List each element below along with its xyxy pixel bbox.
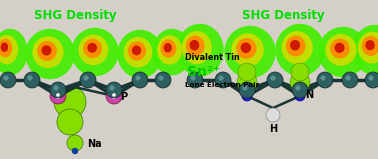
- Circle shape: [57, 109, 83, 135]
- Ellipse shape: [158, 36, 181, 64]
- Circle shape: [239, 82, 255, 98]
- Circle shape: [136, 76, 140, 80]
- Circle shape: [292, 82, 308, 98]
- Circle shape: [321, 76, 325, 80]
- Circle shape: [215, 72, 231, 88]
- Circle shape: [106, 88, 122, 104]
- Circle shape: [50, 88, 66, 104]
- Ellipse shape: [353, 25, 378, 75]
- Ellipse shape: [319, 28, 367, 76]
- Ellipse shape: [326, 35, 356, 65]
- Circle shape: [72, 148, 78, 154]
- Circle shape: [132, 72, 148, 88]
- Circle shape: [317, 72, 333, 88]
- Ellipse shape: [0, 30, 27, 75]
- Circle shape: [271, 76, 275, 80]
- Text: N: N: [305, 90, 313, 100]
- Circle shape: [84, 76, 88, 80]
- Ellipse shape: [359, 32, 378, 63]
- Ellipse shape: [331, 39, 349, 58]
- Ellipse shape: [88, 44, 96, 52]
- Ellipse shape: [42, 46, 51, 55]
- Circle shape: [55, 93, 61, 99]
- Ellipse shape: [186, 36, 204, 56]
- Ellipse shape: [183, 32, 211, 63]
- Text: SHG Density: SHG Density: [242, 9, 324, 22]
- Circle shape: [290, 72, 310, 92]
- Circle shape: [242, 91, 252, 101]
- Circle shape: [219, 76, 223, 80]
- Circle shape: [238, 63, 256, 81]
- Circle shape: [295, 91, 305, 101]
- Ellipse shape: [190, 41, 198, 50]
- Ellipse shape: [0, 39, 12, 57]
- Circle shape: [56, 93, 60, 97]
- Circle shape: [80, 72, 96, 88]
- Circle shape: [54, 86, 58, 90]
- Circle shape: [187, 72, 203, 88]
- Circle shape: [365, 72, 378, 88]
- Ellipse shape: [177, 24, 223, 76]
- Circle shape: [155, 72, 171, 88]
- Circle shape: [0, 72, 16, 88]
- Circle shape: [106, 82, 122, 98]
- Ellipse shape: [33, 37, 63, 67]
- Circle shape: [369, 76, 373, 80]
- Circle shape: [191, 76, 195, 80]
- Ellipse shape: [232, 34, 263, 66]
- Ellipse shape: [366, 41, 374, 50]
- Circle shape: [159, 76, 163, 80]
- Text: Divalent Tin: Divalent Tin: [185, 53, 240, 62]
- Ellipse shape: [26, 30, 74, 79]
- Circle shape: [342, 72, 358, 88]
- Circle shape: [24, 72, 40, 88]
- Circle shape: [296, 86, 300, 90]
- Ellipse shape: [118, 31, 162, 77]
- Ellipse shape: [335, 43, 344, 52]
- Ellipse shape: [38, 42, 56, 60]
- Text: Sn²⁺: Sn²⁺: [187, 65, 220, 79]
- Circle shape: [291, 63, 309, 81]
- Ellipse shape: [84, 40, 101, 57]
- Ellipse shape: [291, 41, 299, 50]
- Ellipse shape: [287, 36, 305, 56]
- Circle shape: [267, 72, 283, 88]
- Ellipse shape: [72, 28, 118, 76]
- Ellipse shape: [129, 42, 146, 60]
- Circle shape: [237, 72, 257, 92]
- Ellipse shape: [363, 37, 378, 55]
- Text: Lone Electron Pair: Lone Electron Pair: [185, 82, 259, 88]
- Text: P: P: [120, 92, 127, 102]
- Ellipse shape: [0, 36, 17, 64]
- Circle shape: [346, 76, 350, 80]
- Ellipse shape: [153, 30, 191, 75]
- Circle shape: [243, 86, 247, 90]
- Circle shape: [54, 86, 86, 118]
- Circle shape: [112, 93, 116, 97]
- Circle shape: [266, 108, 280, 122]
- Text: H: H: [269, 124, 277, 134]
- Ellipse shape: [133, 46, 141, 55]
- Ellipse shape: [124, 38, 152, 67]
- Text: Na: Na: [87, 139, 102, 149]
- Circle shape: [50, 82, 66, 98]
- Ellipse shape: [164, 44, 171, 52]
- Ellipse shape: [161, 40, 176, 57]
- Text: SHG Density: SHG Density: [34, 9, 116, 22]
- Ellipse shape: [79, 35, 108, 64]
- Circle shape: [4, 76, 8, 80]
- Circle shape: [67, 135, 83, 151]
- Circle shape: [28, 76, 32, 80]
- Ellipse shape: [2, 43, 8, 51]
- Ellipse shape: [241, 43, 250, 52]
- Ellipse shape: [276, 24, 324, 76]
- Ellipse shape: [225, 27, 275, 77]
- Circle shape: [111, 93, 117, 99]
- Circle shape: [110, 86, 114, 90]
- Ellipse shape: [237, 39, 256, 58]
- Ellipse shape: [282, 32, 312, 63]
